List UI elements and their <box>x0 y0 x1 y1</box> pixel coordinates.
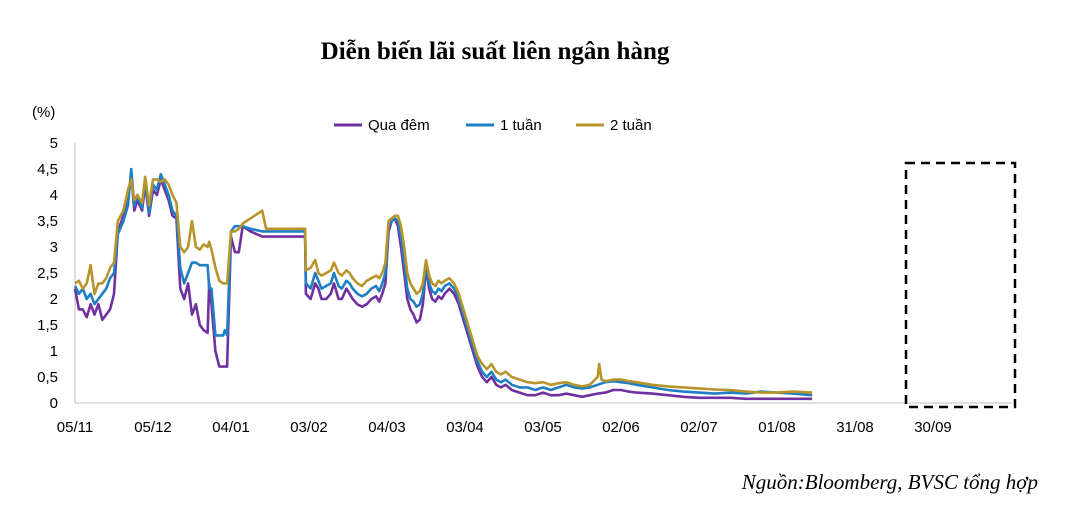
y-tick-label: 4,5 <box>37 161 58 178</box>
y-tick-label: 2,5 <box>37 265 58 282</box>
legend-label: 2 tuần <box>610 117 652 134</box>
x-tick-label: 01/08 <box>758 419 796 436</box>
y-tick-label: 4 <box>50 187 58 204</box>
y-tick-label: 0,5 <box>37 369 58 386</box>
x-axis: 05/11 05/12 04/01 03/02 04/03 03/04 03/05 02/06… <box>57 402 1012 436</box>
y-axis-unit: (%) <box>32 104 55 121</box>
x-tick-label: 03/04 <box>446 419 484 436</box>
chart-title: Diễn biến lãi suất liên ngân hàng <box>320 38 670 65</box>
y-axis: 0 0,5 1 1,5 2 2,5 3 3,5 4 4,5 5 <box>37 135 76 412</box>
legend-label: Qua đêm <box>368 117 430 134</box>
x-tick-label: 02/07 <box>680 419 718 436</box>
x-tick-label: 05/12 <box>134 419 172 436</box>
x-tick-label: 04/03 <box>368 419 406 436</box>
highlight-box <box>904 161 1017 409</box>
x-tick-label: 02/06 <box>602 419 640 436</box>
x-tick-label: 30/09 <box>914 419 952 436</box>
y-tick-label: 3 <box>50 239 58 256</box>
x-tick-label: 04/01 <box>212 419 250 436</box>
legend: Qua đêm 1 tuần 2 tuần <box>334 117 652 134</box>
y-tick-label: 5 <box>50 135 58 152</box>
y-tick-label: 3,5 <box>37 213 58 230</box>
y-tick-label: 0 <box>50 395 58 412</box>
x-tick-label: 31/08 <box>836 419 874 436</box>
y-tick-label: 1 <box>50 343 58 360</box>
series-line-2 <box>74 175 813 394</box>
y-tick-label: 2 <box>50 291 58 308</box>
plot-area <box>73 167 813 401</box>
highlight-overlay <box>904 161 1017 409</box>
y-tick-label: 1,5 <box>37 317 58 334</box>
source-note: Nguồn:Bloomberg, BVSC tổng hợp <box>741 470 1038 494</box>
x-tick-label: 03/02 <box>290 419 328 436</box>
x-tick-label: 05/11 <box>57 419 93 436</box>
series-line-1 <box>73 167 813 397</box>
x-tick-label: 03/05 <box>524 419 562 436</box>
legend-label: 1 tuần <box>500 117 542 134</box>
